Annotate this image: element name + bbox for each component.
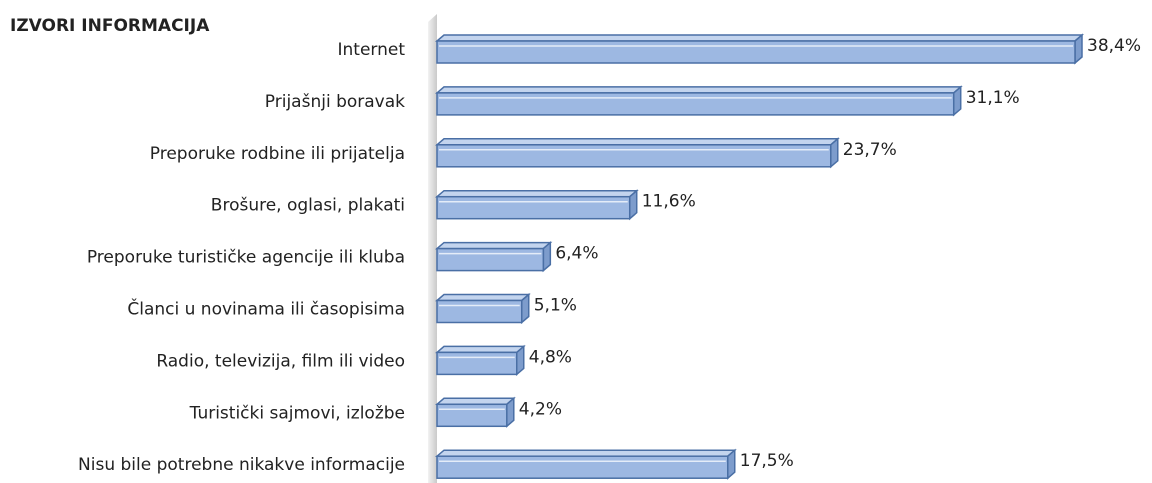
bar-top	[434, 293, 531, 302]
bar-front	[436, 195, 631, 220]
value-label: 17,5%	[740, 451, 794, 471]
bar-front	[436, 351, 518, 376]
bar-top	[434, 189, 639, 198]
bar	[434, 33, 1085, 65]
value-label: 23,7%	[843, 140, 897, 160]
value-label: 4,2%	[519, 399, 562, 419]
axis-wall	[428, 14, 437, 483]
bar-side	[830, 137, 839, 169]
bar	[434, 396, 516, 428]
category-label: Preporuke rodbine ili prijatelja	[150, 144, 405, 164]
category-label: Internet	[337, 40, 405, 60]
bar-side	[516, 344, 525, 377]
bar-side	[1074, 33, 1083, 65]
bar-top	[434, 34, 1085, 42]
bar	[434, 85, 963, 117]
value-label: 11,6%	[642, 192, 696, 212]
category-label: Preporuke turističke agencije ili kluba	[87, 248, 405, 268]
chart-title: IZVORI INFORMACIJA	[10, 16, 210, 36]
bar	[434, 292, 531, 325]
bar-side	[542, 240, 552, 273]
category-label: Brošure, oglasi, plakati	[211, 196, 405, 216]
category-label: Nisu bile potrebne nikakve informacije	[78, 455, 405, 475]
bar-top	[434, 449, 737, 457]
bar-side	[952, 85, 962, 117]
bars: Internet 38,4% Prijašnji boravak 31,1% Prepo…	[78, 33, 1141, 480]
bar-front	[436, 403, 508, 428]
bar-front	[436, 455, 729, 479]
value-label: 5,1%	[534, 296, 577, 316]
bar-top	[434, 241, 553, 250]
bar-front	[436, 247, 545, 272]
value-label: 6,4%	[555, 244, 598, 264]
bar-front	[436, 299, 523, 324]
bar-side	[628, 189, 638, 221]
category-label: Radio, televizija, film ili video	[156, 351, 405, 371]
category-label: Prijašnji boravak	[265, 92, 405, 112]
bar	[434, 448, 737, 480]
bar-front	[436, 92, 955, 116]
value-label: 31,1%	[966, 88, 1020, 108]
bar-side	[727, 448, 736, 480]
bar	[434, 344, 526, 377]
bar-top	[434, 345, 526, 354]
bar-top	[434, 397, 516, 406]
bar-side	[506, 396, 515, 428]
bar	[434, 240, 553, 273]
bar-front	[436, 144, 832, 168]
bar-front	[436, 40, 1076, 64]
value-label: 38,4%	[1087, 36, 1141, 56]
bar	[434, 189, 639, 221]
bar	[434, 137, 840, 169]
bar-top	[434, 86, 963, 94]
bar-side	[520, 292, 530, 325]
category-label: Članci u novinama ili časopisima	[127, 298, 405, 320]
value-label: 4,8%	[529, 347, 572, 367]
category-label: Turistički sajmovi, izložbe	[189, 403, 405, 423]
bar-top	[434, 138, 840, 146]
